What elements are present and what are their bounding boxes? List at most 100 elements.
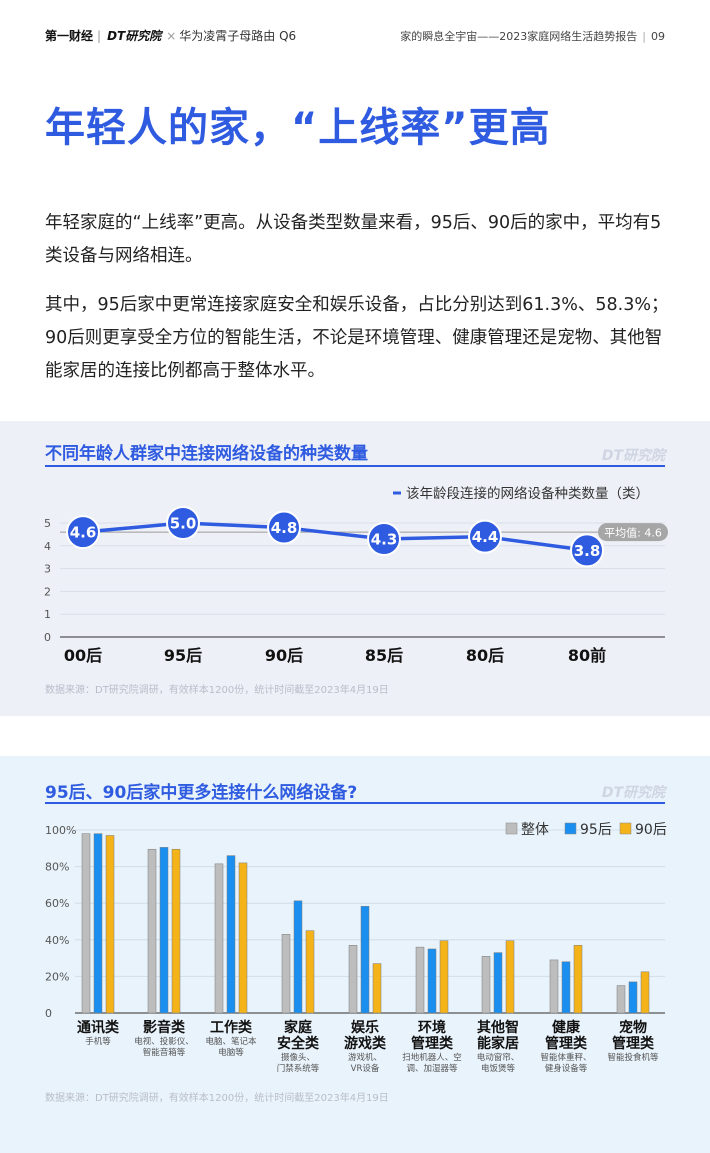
- bar-95后: [427, 948, 437, 1014]
- data-label: 4.3: [371, 530, 398, 548]
- partner-product: 华为凌霄子母路由 Q6: [179, 29, 297, 43]
- legend-swatch: [564, 822, 577, 835]
- legend-label: 整体: [521, 822, 549, 838]
- cross-mark: ×: [166, 29, 177, 43]
- line-chart-panel: 不同年龄人群家中连接网络设备的种类数量 DT研究院 0 1 2 3 4 5 平均值: 4.6…: [0, 421, 710, 716]
- paragraph-1: 年轻家庭的“上线率”更高。从设备类型数量来看，95后、90后的家中，平均有5类设…: [45, 213, 662, 266]
- x-tick-label: 80前: [568, 646, 606, 665]
- y-tick-label: 20%: [45, 970, 69, 983]
- x-tick-sublabel: 电脑等: [218, 1047, 244, 1058]
- source-note: 数据来源：DT研究院调研，有效样本1200份，统计时间截至2023年4月19日: [45, 685, 389, 696]
- data-point: [570, 533, 604, 568]
- bar-90后: [171, 848, 181, 1014]
- watermark-logo: DT研究院: [601, 785, 665, 801]
- bar-95后: [493, 952, 503, 1014]
- y-tick-label: 40%: [45, 934, 69, 947]
- bar-95后: [159, 847, 169, 1014]
- x-tick-sublabel: 摄像头、: [281, 1052, 315, 1063]
- x-tick-label: 工作类: [210, 1019, 253, 1036]
- x-tick-label: 00后: [64, 646, 102, 665]
- bar-90后: [105, 835, 115, 1014]
- y-tick-label: 1: [44, 608, 51, 621]
- y-tick-label: 0: [44, 631, 51, 644]
- legend-swatch: [505, 822, 518, 835]
- data-label: 4.4: [472, 528, 499, 546]
- paragraph-2: 其中，95后家中更常连接家庭安全和娱乐设备，占比分别达到61.3%、58.3%；…: [45, 295, 669, 381]
- bar-整体: [214, 863, 224, 1014]
- x-tick-label: 游戏类: [344, 1035, 387, 1052]
- x-tick-sublabel: 健身设备等: [545, 1063, 588, 1074]
- watermark-logo: DT研究院: [601, 448, 665, 464]
- average-label: 平均值: 4.6: [604, 527, 662, 540]
- legend-label: 95后: [580, 822, 612, 838]
- x-tick-label: 管理类: [612, 1035, 655, 1052]
- x-tick-sublabel: 手机等: [85, 1036, 111, 1047]
- brand-logos: 第一财经 | DT研究院 × 华为凌霄子母路由 Q6: [45, 29, 297, 43]
- bar-95后: [93, 833, 103, 1014]
- x-tick-sublabel: 游戏机、: [348, 1052, 382, 1063]
- x-tick-label: 健康: [552, 1019, 581, 1036]
- x-tick-sublabel: 调、加湿器等: [406, 1063, 458, 1074]
- legend-label: 90后: [635, 822, 667, 838]
- data-point: [468, 519, 502, 554]
- chart-title: 95后、90后家中更多连接什么网络设备?: [45, 783, 358, 803]
- x-tick-label: 95后: [164, 646, 202, 665]
- x-tick-label: 管理类: [545, 1035, 588, 1052]
- y-tick-label: 100%: [45, 824, 76, 837]
- x-tick-label: 宠物: [619, 1019, 647, 1036]
- x-tick-label: 其他智: [477, 1019, 519, 1036]
- y-tick-label: 5: [44, 517, 51, 530]
- x-tick-label: 家庭: [284, 1019, 313, 1036]
- bar-95后: [293, 900, 303, 1014]
- bar-90后: [372, 963, 382, 1014]
- data-point: [166, 506, 200, 540]
- page-title: 年轻人的家，“上线率”更高: [45, 105, 551, 151]
- x-tick-label: 环境: [418, 1019, 446, 1036]
- x-tick-label: 80后: [466, 646, 504, 665]
- legend-label: 该年龄段连接的网络设备种类数量（类）: [406, 485, 649, 502]
- bar-95后: [561, 961, 571, 1014]
- x-tick-sublabel: 智能体重秤、: [540, 1052, 591, 1063]
- bar-90后: [640, 971, 650, 1014]
- y-tick-label: 3: [44, 563, 51, 576]
- bar-90后: [573, 945, 583, 1014]
- bar-95后: [628, 981, 638, 1014]
- y-tick-label: 80%: [45, 861, 69, 874]
- y-tick-label: 60%: [45, 897, 69, 910]
- x-tick-label: 安全类: [277, 1035, 320, 1052]
- x-tick-label: 85后: [365, 646, 403, 665]
- x-tick-sublabel: 电动窗帘、: [477, 1052, 520, 1063]
- x-tick-sublabel: 门禁系统等: [277, 1063, 320, 1074]
- x-tick-sublabel: 智能音箱等: [143, 1047, 186, 1058]
- x-tick-label: 通讯类: [77, 1019, 120, 1036]
- data-point: [66, 515, 100, 550]
- data-label: 4.8: [271, 519, 298, 537]
- x-tick-sublabel: VR设备: [351, 1063, 380, 1074]
- x-tick-sublabel: 电视、投影仪、: [134, 1036, 194, 1047]
- y-tick-label: 0: [45, 1007, 52, 1020]
- report-title: 家的瞬息全宇宙——2023家庭网络生活趋势报告: [400, 30, 638, 43]
- title-underline: [45, 465, 665, 467]
- chart-title: 不同年龄人群家中连接网络设备的种类数量: [45, 444, 368, 464]
- bar-chart-panel: 95后、90后家中更多连接什么网络设备? DT研究院 0 20% 40% 60% 80%…: [0, 756, 710, 1153]
- average-badge: [598, 523, 668, 542]
- x-tick-sublabel: 电脑、笔记本: [205, 1036, 257, 1047]
- data-point: [367, 521, 401, 556]
- x-tick-sublabel: 智能投食机等: [607, 1052, 659, 1063]
- x-tick-label: 能家居: [477, 1035, 519, 1052]
- bar-90后: [505, 940, 515, 1014]
- x-tick-label: 娱乐: [351, 1019, 379, 1036]
- x-tick-label: 90后: [265, 646, 303, 665]
- legend-swatch: [619, 822, 632, 835]
- data-label: 3.8: [574, 542, 601, 560]
- title-underline: [45, 802, 665, 804]
- line-chart: 0 1 2 3 4 5 平均值: 4.6 该年龄段连接的网络设备种类数量（类） 4.6 5.0 4.…: [44, 485, 668, 665]
- bar-整体: [81, 833, 91, 1014]
- page-number: 09: [651, 30, 665, 43]
- report-header: 家的瞬息全宇宙——2023家庭网络生活趋势报告 | 09: [400, 30, 665, 43]
- data-label: 5.0: [170, 515, 197, 533]
- bar-整体: [415, 946, 425, 1014]
- y-tick-label: 4: [44, 540, 51, 553]
- cbn-logo: 第一财经: [45, 29, 94, 43]
